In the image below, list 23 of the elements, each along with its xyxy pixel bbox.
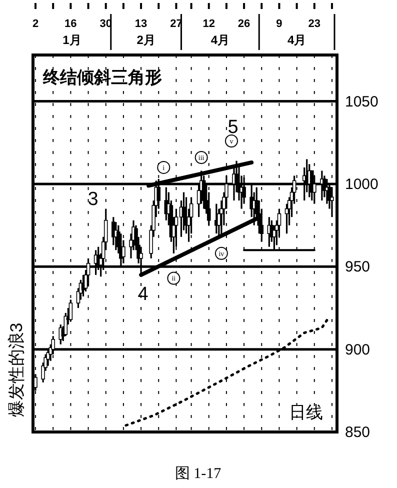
- y-tick-label: 1050: [345, 93, 378, 110]
- y-tick-label: 950: [345, 258, 370, 276]
- annotation: 5: [228, 117, 238, 138]
- y-tick-label: 900: [345, 341, 370, 358]
- y-tick-label: 1000: [345, 176, 378, 193]
- text: 1月: [62, 33, 82, 47]
- x-tick-label: 23: [308, 18, 321, 30]
- text: 终结倾斜三角形: [42, 68, 162, 87]
- annotation: 4: [138, 284, 149, 305]
- annotation: 3: [88, 189, 98, 210]
- annotation: 日线: [289, 403, 323, 422]
- y-tick-label: 850: [345, 424, 370, 441]
- x-tick-label: 9: [276, 18, 282, 30]
- text: 4月: [287, 33, 306, 47]
- x-tick-label: 2: [32, 18, 39, 30]
- text: 4月: [210, 33, 230, 47]
- x-tick-label: 13: [134, 18, 148, 30]
- x-tick-label: 16: [64, 18, 77, 30]
- x-tick-label: 26: [238, 18, 250, 30]
- x-tick-label: 12: [202, 18, 215, 30]
- text: 2月: [136, 33, 156, 47]
- text: 爆发性的浪3: [7, 322, 26, 418]
- caption: 图 1-17: [174, 466, 222, 482]
